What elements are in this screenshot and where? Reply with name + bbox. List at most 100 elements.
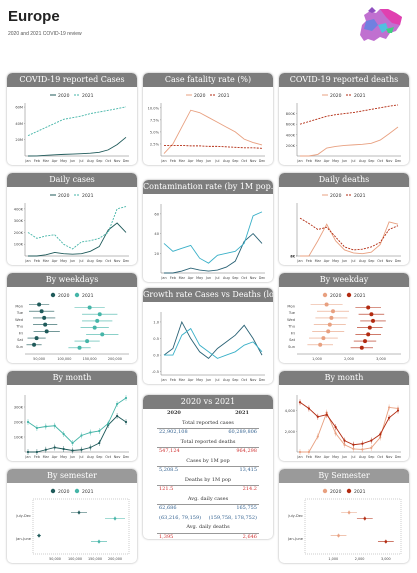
data-point — [97, 312, 102, 317]
x-tick-label: Feb — [306, 159, 312, 163]
panel-title: By Semester — [279, 469, 409, 483]
x-tick-label: 3,000 — [381, 557, 391, 561]
chart-semester-deaths: 2020 2021 July-Dec Jan-June 1,000 2,000 3,000 — [287, 488, 402, 561]
y-tick-label: 0.0 — [153, 354, 159, 358]
x-tick-label: Feb — [170, 159, 176, 163]
series-line — [163, 109, 263, 154]
x-tick-label: Apr — [52, 159, 58, 163]
legend-label: 2020 — [58, 193, 70, 199]
panel-daily-deaths: Daily deaths 2020 2021 2K 4K 6K Jan Feb Mar Apr M… — [279, 173, 409, 265]
x-tick-label: Apr — [324, 455, 330, 459]
y-tick-label: 600K — [286, 123, 296, 127]
data-point — [324, 302, 329, 307]
x-tick-label: May — [60, 159, 67, 163]
data-point — [37, 534, 41, 537]
y-tick-label: 200K — [14, 231, 24, 235]
panel-title: Growth rate Cases vs Deaths (log) — [143, 288, 273, 302]
y-tick-label: 4,000 — [285, 409, 296, 413]
series-line — [164, 144, 263, 149]
y-tick-label: 60 — [154, 212, 159, 216]
panel-contamination: Contamination rate (by 1M pop.) 20 40 60 Ja… — [143, 180, 273, 282]
y-tick-label: 2.5% — [150, 142, 160, 146]
x-tick-label: Nov — [250, 378, 257, 382]
x-tick-label: Feb — [34, 159, 40, 163]
y-tick-label: 20M — [15, 138, 23, 142]
comparison-label: Avg. daily cases — [143, 495, 273, 505]
x-tick-label: Sep — [232, 378, 238, 382]
y-tick-label: 2K — [290, 254, 295, 258]
x-tick-label: Nov — [386, 455, 393, 459]
comparison-values: 22,902,108 60,289,806 — [143, 428, 273, 438]
x-tick-label: Jan — [296, 455, 302, 459]
panel-title: By month — [7, 371, 137, 385]
series-line — [28, 415, 127, 453]
y-tick-label: 200K — [286, 144, 296, 148]
x-tick-label: 200,000 — [108, 557, 122, 561]
series-line — [27, 397, 127, 444]
value-a: 121.5 — [159, 486, 174, 492]
x-tick-label: Sep — [368, 259, 374, 263]
panel-title: By weekday — [279, 273, 409, 287]
data-point — [97, 540, 101, 543]
legend-label: 2020 — [58, 293, 70, 299]
panel-semester-deaths: By Semester 2020 2021 July-Dec Jan-June 1,00… — [279, 469, 409, 563]
data-point — [34, 336, 39, 341]
x-tick-label: Feb — [34, 259, 40, 263]
x-tick-label: Jul — [78, 159, 83, 163]
x-tick-label: 50,000 — [49, 557, 61, 561]
legend-label: 2020 — [330, 93, 342, 99]
y-tick-label: 5.0% — [150, 130, 160, 134]
value-b: 165,755 — [236, 505, 257, 511]
data-point — [384, 540, 388, 543]
x-tick-label: Aug — [223, 276, 230, 280]
x-tick-label: Oct — [105, 259, 112, 263]
x-tick-label: Apr — [188, 378, 194, 382]
legend-label: 2020 — [58, 93, 70, 99]
panel-weekday-deaths: By weekday 2020 2021 Mon Tue Wed Thu Fri Sat Sun… — [279, 273, 409, 363]
x-tick-label: Apr — [324, 259, 330, 263]
legend-swatch — [346, 488, 352, 494]
x-tick-label: Apr — [52, 455, 58, 459]
x-tick-label: Jul — [350, 455, 355, 459]
data-point — [87, 305, 92, 310]
x-tick-label: Jan — [296, 259, 302, 263]
legend-label: 2021 — [354, 93, 366, 99]
panel-month-deaths: By month 2,000 4,000 Jan Feb Mar Apr May Jun Jul… — [279, 371, 409, 461]
panel-title: COVID-19 reported Cases — [7, 73, 137, 87]
value-b: (159,758, 178,752) — [208, 514, 257, 521]
y-tick-label: 300K — [14, 219, 24, 223]
comparison-values: 1,395 2,646 — [143, 533, 273, 540]
y-tick-label: Fri — [291, 331, 295, 335]
x-tick-label: Jul — [214, 159, 219, 163]
data-point — [369, 312, 374, 317]
chart-semester-cases: 2020 2021 July-Dec Jan-June 50,000 100,000 150… — [15, 488, 130, 561]
value-a: 62,686 — [159, 505, 177, 511]
data-point — [359, 345, 364, 350]
legend-label: 2021 — [82, 293, 94, 299]
x-tick-label: Jul — [350, 159, 355, 163]
data-point — [77, 511, 81, 514]
comparison-values: 547,124 964,298 — [143, 447, 273, 457]
europe-map-icon — [360, 7, 402, 41]
x-tick-label: Aug — [87, 455, 94, 459]
legend-swatch — [322, 488, 328, 494]
x-tick-label: 150,000 — [88, 557, 102, 561]
panel-month-cases: By month 100K 200K 300K Jan Feb Mar Apr May Jun J… — [7, 371, 137, 461]
chart-fatality-rate: 2020 2021 2.5% 5.0% 7.5% 10.0% Jan Feb Mar Apr May… — [148, 93, 266, 163]
legend-swatch — [346, 292, 352, 298]
y-tick-label: 10.0% — [148, 106, 160, 110]
comparison-label: Total reported deaths — [143, 438, 273, 448]
x-tick-label: Jan — [24, 455, 30, 459]
y-tick-label: -0.5 — [152, 370, 159, 374]
panel-title: By semester — [7, 469, 137, 483]
legend-label: 2020 — [330, 489, 342, 495]
x-tick-label: May — [196, 159, 203, 163]
x-tick-label: Mar — [315, 259, 322, 263]
x-tick-label: Apr — [324, 159, 330, 163]
legend-label: 2021 — [82, 489, 94, 495]
x-tick-label: Aug — [359, 455, 366, 459]
series-line — [28, 222, 127, 257]
x-tick-label: Sep — [96, 259, 102, 263]
x-tick-label: Dec — [123, 259, 130, 263]
value-a: 1,395 — [159, 533, 174, 540]
